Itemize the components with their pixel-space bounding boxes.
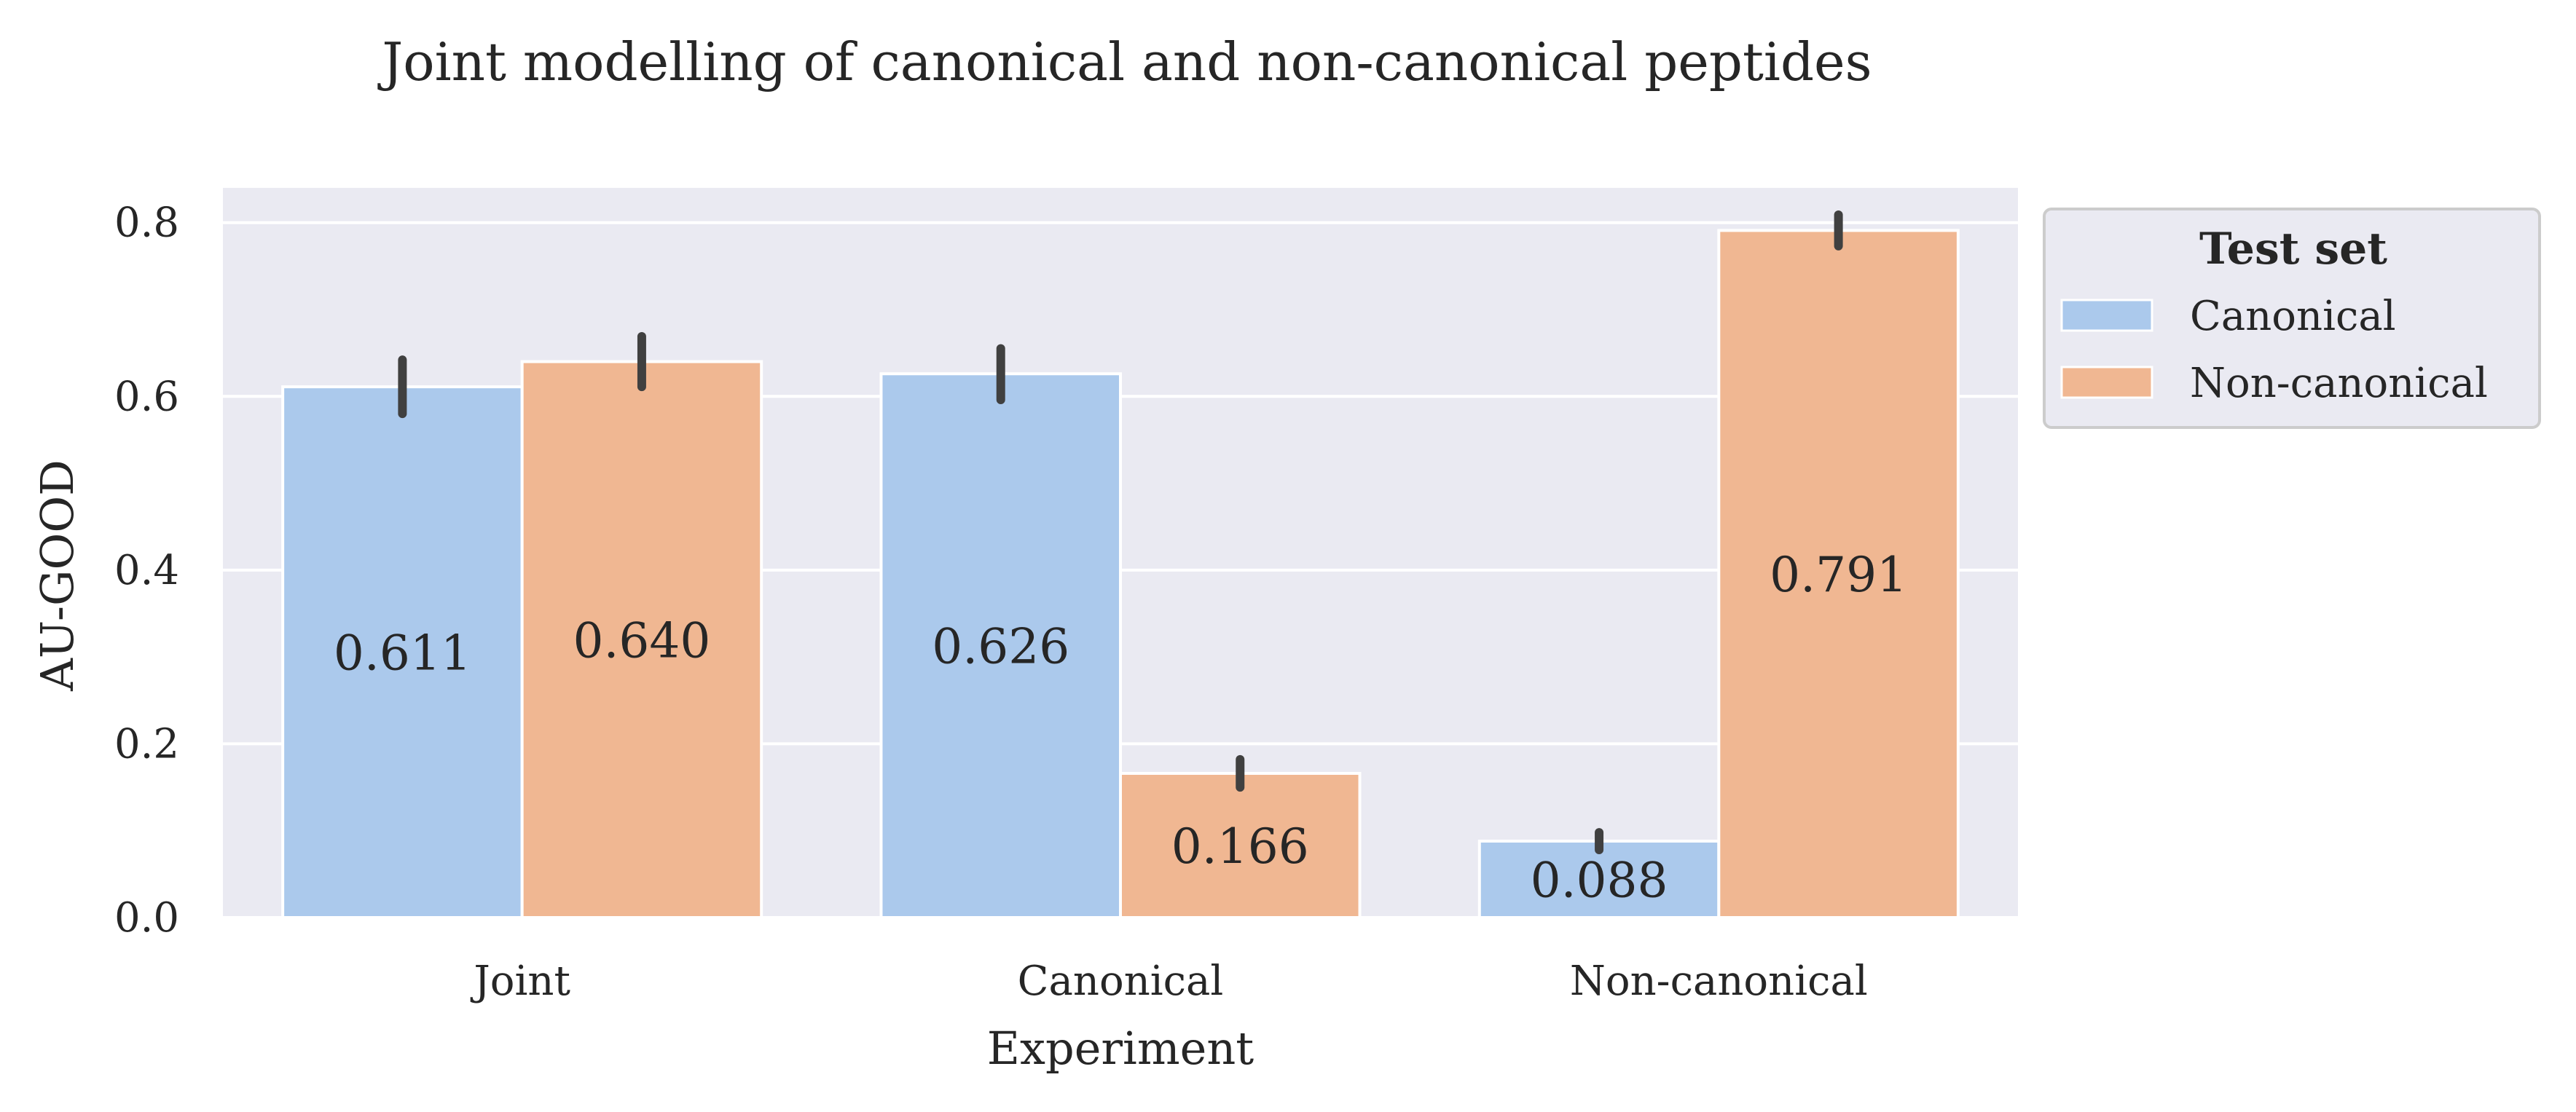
- legend-label-canonical: Canonical: [2190, 293, 2396, 340]
- x-tick-label: Non-canonical: [1570, 958, 1868, 1005]
- data-label-joint-non-canonical: 0.640: [573, 612, 710, 669]
- chart-title: Joint modelling of canonical and non-can…: [377, 31, 1872, 92]
- y-tick-label: 0.8: [114, 200, 179, 247]
- data-label-joint-canonical: 0.611: [334, 626, 471, 682]
- legend-label-non-canonical: Non-canonical: [2190, 360, 2488, 407]
- y-tick-label: 0.4: [114, 547, 179, 594]
- bar-canonical-canonical: [879, 372, 1122, 919]
- y-tick-label: 0.0: [114, 894, 179, 942]
- data-label-non-canonical-non-canonical: 0.791: [1770, 547, 1907, 603]
- legend-swatch-non-canonical: [2060, 366, 2153, 399]
- bars: [281, 229, 1960, 920]
- bar-joint-non-canonical: [520, 360, 763, 920]
- legend: Test set Canonical Non-canonical: [2043, 208, 2541, 429]
- legend-swatch-canonical: [2060, 299, 2153, 332]
- data-label-canonical-canonical: 0.626: [932, 619, 1069, 675]
- y-tick-label: 0.2: [114, 720, 179, 768]
- y-axis-ticks: 0.0 0.2 0.4 0.6 0.8: [114, 200, 179, 942]
- x-axis-label: Experiment: [987, 1022, 1254, 1075]
- bar-non-canonical-non-canonical: [1717, 229, 1960, 919]
- data-label-non-canonical-canonical: 0.088: [1531, 853, 1668, 909]
- x-axis-ticks: Joint Canonical Non-canonical: [470, 958, 1867, 1005]
- data-label-canonical-non-canonical: 0.166: [1171, 819, 1309, 875]
- y-tick-label: 0.6: [114, 373, 179, 420]
- legend-title: Test set: [2199, 224, 2387, 275]
- bar-joint-canonical: [281, 385, 524, 919]
- x-tick-label: Joint: [470, 958, 570, 1005]
- data-labels: 0.611 0.640 0.626 0.166 0.088 0.791: [334, 547, 1907, 908]
- legend-box: [2043, 208, 2541, 429]
- y-axis-label: AU-GOOD: [31, 460, 84, 692]
- x-tick-label: Canonical: [1018, 958, 1224, 1005]
- error-bars: [398, 210, 1843, 854]
- bar-canonical-non-canonical: [1119, 771, 1362, 919]
